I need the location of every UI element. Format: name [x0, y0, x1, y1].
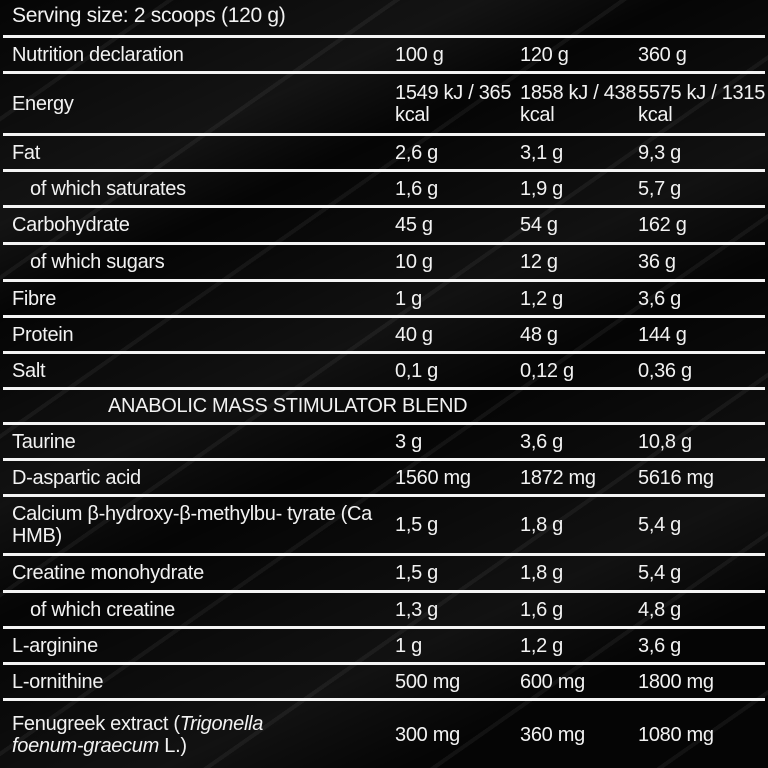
row-label: Carbohydrate	[12, 214, 130, 236]
table-header-row: Nutrition declaration 100 g 120 g 360 g	[3, 35, 765, 71]
row-value: 1,8 g	[520, 562, 563, 584]
row-value: 1,9 g	[520, 177, 563, 200]
blend-heading: ANABOLIC MASS STIMULATOR BLEND	[3, 387, 765, 422]
row-value: 45 g	[395, 214, 433, 236]
row-value: 162 g	[638, 214, 687, 236]
table-row: D-aspartic acid 1560 mg 1872 mg 5616 mg	[3, 458, 765, 494]
row-value: 4,8 g	[638, 598, 681, 621]
row-value: 1,5 g	[395, 562, 438, 584]
row-label: Fenugreek extract (Trigonella foenum-grae…	[12, 712, 264, 757]
row-value: 1549 kJ / 365 kcal	[395, 81, 512, 126]
row-value: 1560 mg	[395, 466, 471, 489]
table-row: Taurine 3 g 3,6 g 10,8 g	[3, 422, 765, 458]
table-row: Fibre 1 g 1,2 g 3,6 g	[3, 279, 765, 315]
row-value: 3,6 g	[520, 430, 563, 453]
row-value: 5,7 g	[638, 177, 681, 200]
row-value: 1080 mg	[638, 723, 714, 746]
row-value: 36 g	[638, 251, 676, 273]
row-value: 2,6 g	[395, 141, 438, 164]
row-value: 500 mg	[395, 670, 460, 693]
table-row: Carbohydrate 45 g 54 g 162 g	[3, 205, 765, 242]
table-row: Energy 1549 kJ / 365 kcal 1858 kJ / 438 kc…	[3, 71, 765, 133]
header-col: 120 g	[520, 43, 569, 66]
row-value: 1800 mg	[638, 670, 714, 693]
row-label: Fat	[12, 141, 40, 164]
table-row: Calcium β-hydroxy-β-methylbu- tyrate (Ca…	[3, 494, 765, 553]
row-value: 1,6 g	[520, 598, 563, 621]
row-value: 5,4 g	[638, 514, 681, 536]
row-value: 3,1 g	[520, 141, 563, 164]
row-label: Taurine	[12, 430, 76, 453]
table-row: of which sugars 10 g 12 g 36 g	[3, 242, 765, 279]
row-value: 1 g	[395, 287, 422, 310]
table-row: of which creatine 1,3 g 1,6 g 4,8 g	[3, 590, 765, 626]
row-value: 1,8 g	[520, 514, 563, 536]
row-value: 0,1 g	[395, 359, 438, 382]
row-label: L-arginine	[12, 634, 98, 657]
row-value: 360 mg	[520, 723, 585, 746]
row-value: 1,2 g	[520, 634, 563, 657]
row-value: 3 g	[395, 430, 422, 453]
row-value: 12 g	[520, 251, 558, 273]
table-row: Protein 40 g 48 g 144 g	[3, 315, 765, 351]
row-value: 3,6 g	[638, 634, 681, 657]
table-row: L-arginine 1 g 1,2 g 3,6 g	[3, 626, 765, 662]
row-value: 144 g	[638, 323, 687, 346]
row-value: 1,2 g	[520, 287, 563, 310]
row-value: 5575 kJ / 1315 kcal	[638, 81, 766, 126]
row-value: 1858 kJ / 438 kcal	[520, 81, 637, 126]
table-row: Creatine monohydrate 1,5 g 1,8 g 5,4 g	[3, 553, 765, 590]
row-label: Energy	[12, 92, 74, 115]
row-value: 300 mg	[395, 723, 460, 746]
row-value: 5616 mg	[638, 466, 714, 489]
row-value: 10 g	[395, 251, 433, 273]
row-label: Protein	[12, 323, 74, 346]
header-col: 360 g	[638, 43, 687, 66]
row-value: 1,5 g	[395, 514, 438, 536]
row-label: Salt	[12, 359, 46, 382]
row-label: L-ornithine	[12, 670, 104, 693]
serving-size: Serving size: 2 scoops (120 g)	[12, 4, 286, 27]
row-label: Calcium β-hydroxy-β-methylbu- tyrate (Ca…	[12, 503, 372, 547]
header-col: 100 g	[395, 43, 444, 66]
row-value: 1872 mg	[520, 466, 596, 489]
row-label: Creatine monohydrate	[12, 562, 204, 584]
row-value: 0,12 g	[520, 359, 574, 382]
header-label: Nutrition declaration	[12, 43, 184, 66]
row-value: 3,6 g	[638, 287, 681, 310]
row-value: 1,3 g	[395, 598, 438, 621]
row-value: 1 g	[395, 634, 422, 657]
row-value: 1,6 g	[395, 177, 438, 200]
table-row: Fenugreek extract (Trigonella foenum-grae…	[3, 698, 765, 768]
table-row: L-ornithine 500 mg 600 mg 1800 mg	[3, 662, 765, 698]
row-label: D-aspartic acid	[12, 466, 141, 489]
row-value: 9,3 g	[638, 141, 681, 164]
row-label: of which saturates	[30, 177, 186, 200]
row-value: 0,36 g	[638, 359, 692, 382]
row-value: 40 g	[395, 323, 433, 346]
row-label: of which creatine	[30, 598, 175, 621]
row-value: 5,4 g	[638, 562, 681, 584]
row-value: 600 mg	[520, 670, 585, 693]
table-row: Fat 2,6 g 3,1 g 9,3 g	[3, 133, 765, 169]
row-label: of which sugars	[30, 251, 165, 273]
table-row: Salt 0,1 g 0,12 g 0,36 g	[3, 351, 765, 387]
row-label: Fibre	[12, 287, 57, 310]
row-value: 54 g	[520, 214, 558, 236]
row-value: 48 g	[520, 323, 558, 346]
table-row: of which saturates 1,6 g 1,9 g 5,7 g	[3, 169, 765, 205]
row-value: 10,8 g	[638, 430, 692, 453]
